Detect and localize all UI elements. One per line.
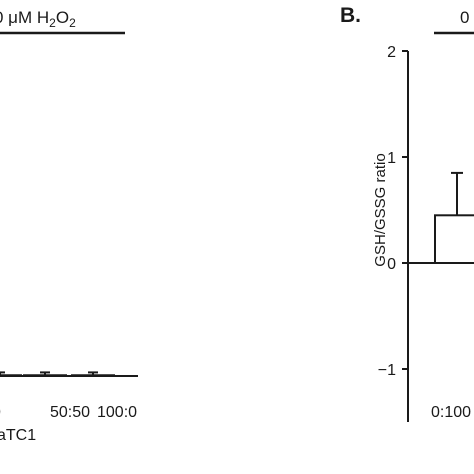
left-x-tick-label: 100:0 <box>97 404 137 421</box>
right-y-tick-label: −1 <box>378 362 396 379</box>
right-chart-title: 0 <box>460 8 469 27</box>
left-x-tick-labels: 0 50:50 100:0 <box>0 404 137 421</box>
left-chart: 0 μM H2O2 0 50:50 100:0 aTC1 <box>0 8 138 444</box>
right-y-tick-label: 0 <box>387 256 396 273</box>
left-chart-title: 0 μM H2O2 <box>0 8 76 30</box>
right-y-tick-label: 1 <box>387 150 396 167</box>
right-y-axis: −1 0 1 2 <box>378 44 409 422</box>
left-group-label: aTC1 <box>0 427 36 444</box>
right-x-tick-labels: 0:100 <box>431 404 471 421</box>
panel-label-b: B. <box>340 4 361 27</box>
left-bars <box>0 371 115 377</box>
left-x-tick-label: 50:50 <box>50 404 90 421</box>
right-y-axis-label: GSH/GSSG ratio <box>372 153 389 266</box>
right-y-tick-label: 2 <box>387 44 396 61</box>
right-x-tick-label: 0:100 <box>431 404 471 421</box>
left-x-tick-label: 0 <box>0 404 1 421</box>
right-chart: B. 0 −1 0 1 2 GSH/GSSG ratio 0:100 <box>340 4 474 422</box>
right-bars <box>434 171 474 265</box>
right-bar-0 <box>434 214 474 265</box>
